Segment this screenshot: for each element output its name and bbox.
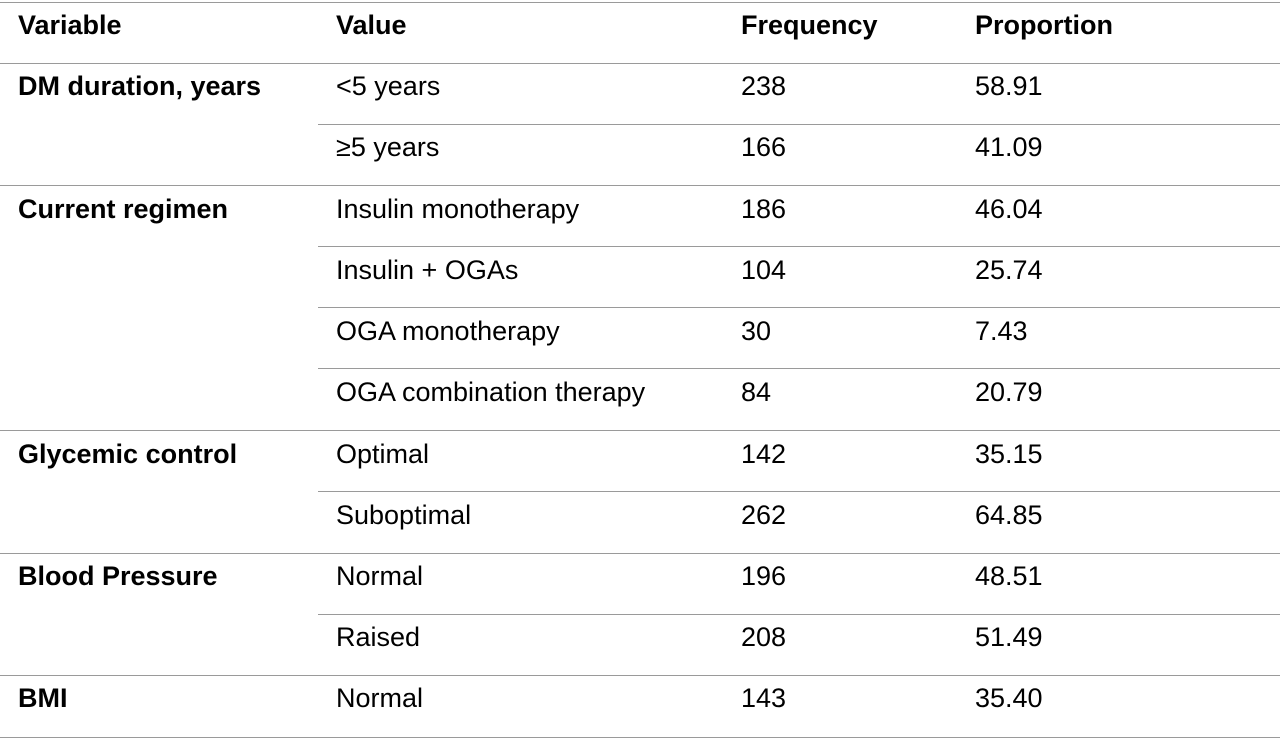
header-frequency: Frequency	[741, 10, 878, 40]
cell-proportion: 35.15	[975, 439, 1043, 469]
cell-proportion: 48.51	[975, 561, 1043, 591]
cell-frequency: 208	[741, 622, 787, 652]
cell-frequency: 196	[741, 561, 787, 591]
cell-value: Optimal	[336, 439, 430, 469]
cell-proportion: 20.79	[975, 377, 1043, 407]
table-row: Insulin + OGAs 104 25.74	[0, 245, 1280, 306]
cell-frequency: 104	[741, 255, 787, 285]
table-row: Raised 208 51.49	[0, 612, 1280, 673]
cell-value: Normal	[336, 683, 424, 713]
cell-value: <5 years	[336, 71, 441, 101]
cell-variable: Glycemic control	[18, 439, 238, 469]
group-divider	[0, 675, 1280, 676]
row-divider	[318, 491, 1280, 492]
cell-value: OGA monotherapy	[336, 316, 560, 346]
cell-value: Normal	[336, 561, 424, 591]
table-row: Current regimen Insulin monotherapy 186 …	[0, 184, 1280, 245]
cell-variable: Blood Pressure	[18, 561, 218, 591]
table-row: DM duration, years <5 years 238 58.91	[0, 61, 1280, 122]
row-divider	[318, 368, 1280, 369]
cell-frequency: 186	[741, 194, 787, 224]
table-top-border	[0, 2, 1280, 3]
group-divider	[0, 185, 1280, 186]
row-divider	[318, 307, 1280, 308]
header-value: Value	[336, 10, 407, 40]
cell-variable: Current regimen	[18, 194, 229, 224]
cell-frequency: 142	[741, 439, 787, 469]
header-divider	[0, 63, 1280, 64]
header-proportion: Proportion	[975, 10, 1113, 40]
table-row: Suboptimal 262 64.85	[0, 490, 1280, 551]
cell-proportion: 35.40	[975, 683, 1043, 713]
cell-proportion: 41.09	[975, 132, 1043, 162]
header-variable: Variable	[18, 10, 122, 40]
cell-variable: DM duration, years	[18, 71, 262, 101]
table-row: Glycemic control Optimal 142 35.15	[0, 429, 1280, 490]
table-bottom-border	[0, 737, 1280, 738]
cell-value: Suboptimal	[336, 500, 472, 530]
cell-frequency: 238	[741, 71, 787, 101]
row-divider	[318, 246, 1280, 247]
cell-frequency: 84	[741, 377, 772, 407]
table-row: OGA combination therapy 84 20.79	[0, 367, 1280, 428]
cell-proportion: 7.43	[975, 316, 1028, 346]
cell-value: Insulin + OGAs	[336, 255, 519, 285]
cell-proportion: 25.74	[975, 255, 1043, 285]
cell-value: Raised	[336, 622, 421, 652]
cell-proportion: 51.49	[975, 622, 1043, 652]
table-row: BMI Normal 143 35.40	[0, 673, 1280, 734]
cell-value: OGA combination therapy	[336, 377, 646, 407]
table-header-row: Variable Value Frequency Proportion	[0, 0, 1280, 61]
cell-frequency: 143	[741, 683, 787, 713]
group-divider	[0, 430, 1280, 431]
cell-frequency: 30	[741, 316, 772, 346]
cell-variable: BMI	[18, 683, 68, 713]
cell-proportion: 46.04	[975, 194, 1043, 224]
table-row: Blood Pressure Normal 196 48.51	[0, 551, 1280, 612]
cell-value: ≥5 years	[336, 132, 440, 162]
cell-proportion: 64.85	[975, 500, 1043, 530]
row-divider	[318, 614, 1280, 615]
cell-frequency: 262	[741, 500, 787, 530]
table-row: ≥5 years 166 41.09	[0, 122, 1280, 183]
cell-value: Insulin monotherapy	[336, 194, 580, 224]
table-row: OGA monotherapy 30 7.43	[0, 306, 1280, 367]
row-divider	[318, 124, 1280, 125]
group-divider	[0, 553, 1280, 554]
cell-proportion: 58.91	[975, 71, 1043, 101]
cell-frequency: 166	[741, 132, 787, 162]
